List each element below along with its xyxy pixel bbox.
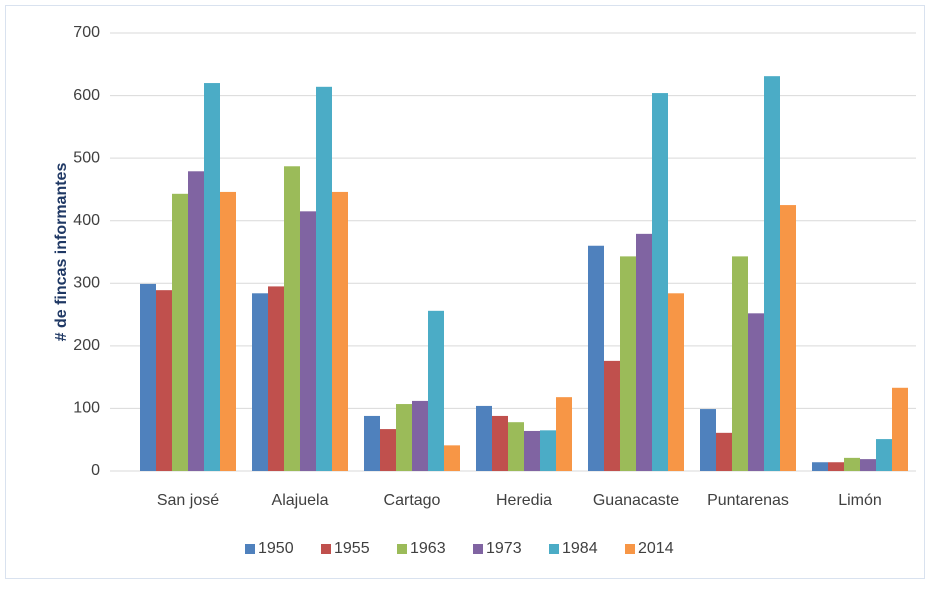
y-axis-title: # de fincas informantes	[53, 163, 70, 342]
bar	[396, 404, 412, 471]
bar	[844, 457, 860, 471]
bar	[524, 430, 540, 471]
legend-swatch	[625, 544, 635, 554]
y-tick-label: 700	[73, 24, 100, 41]
bar	[716, 432, 732, 471]
x-tick-label: San josé	[157, 492, 219, 509]
y-tick-label: 400	[73, 212, 100, 229]
legend-label: 1973	[486, 540, 522, 557]
bar	[620, 256, 636, 471]
y-tick-label: 100	[73, 400, 100, 417]
bar	[556, 397, 572, 471]
bar	[332, 191, 348, 471]
x-tick-label: Limón	[838, 492, 882, 509]
bar	[492, 415, 508, 471]
bar	[732, 256, 748, 471]
bar	[508, 422, 524, 471]
legend-swatch	[321, 544, 331, 554]
x-tick-label: Guanacaste	[593, 492, 679, 509]
y-tick-label: 200	[73, 337, 100, 354]
bar	[540, 430, 556, 471]
legend-label: 1984	[562, 540, 598, 557]
y-tick-label: 300	[73, 275, 100, 292]
legend-label: 1963	[410, 540, 446, 557]
bar	[284, 166, 300, 471]
y-tick-label: 500	[73, 149, 100, 166]
bar	[748, 313, 764, 471]
bar	[156, 290, 172, 471]
bar	[252, 293, 268, 471]
x-tick-label: Puntarenas	[707, 492, 789, 509]
bar	[700, 409, 716, 471]
legend-label: 1950	[258, 540, 294, 557]
bar	[380, 429, 396, 471]
x-tick-label: Cartago	[384, 492, 441, 509]
bar	[668, 293, 684, 471]
bar	[828, 462, 844, 471]
bar	[316, 86, 332, 471]
y-tick-label: 0	[91, 462, 100, 479]
bar	[300, 211, 316, 472]
bar	[140, 283, 156, 471]
legend-swatch	[397, 544, 407, 554]
bar	[188, 171, 204, 472]
bar	[412, 400, 428, 471]
bar	[812, 462, 828, 471]
bar	[876, 439, 892, 471]
bar	[364, 415, 380, 471]
x-tick-label: Alajuela	[272, 492, 329, 509]
bar	[476, 405, 492, 471]
legend-label: 1955	[334, 540, 370, 557]
bar	[764, 76, 780, 471]
bar	[588, 245, 604, 471]
legend-label: 2014	[638, 540, 674, 557]
bar	[428, 310, 444, 471]
legend-swatch	[473, 544, 483, 554]
bar	[204, 83, 220, 472]
bar	[604, 360, 620, 471]
x-tick-label: Heredia	[496, 492, 552, 509]
legend-swatch	[245, 544, 255, 554]
bar	[860, 459, 876, 471]
bar	[652, 93, 668, 471]
legend-swatch	[549, 544, 559, 554]
bar	[892, 387, 908, 471]
bar	[444, 445, 460, 471]
bar	[220, 191, 236, 471]
bar	[172, 193, 188, 471]
bar	[636, 233, 652, 471]
y-tick-label: 600	[73, 87, 100, 104]
bar	[780, 205, 796, 472]
bar	[268, 286, 284, 471]
